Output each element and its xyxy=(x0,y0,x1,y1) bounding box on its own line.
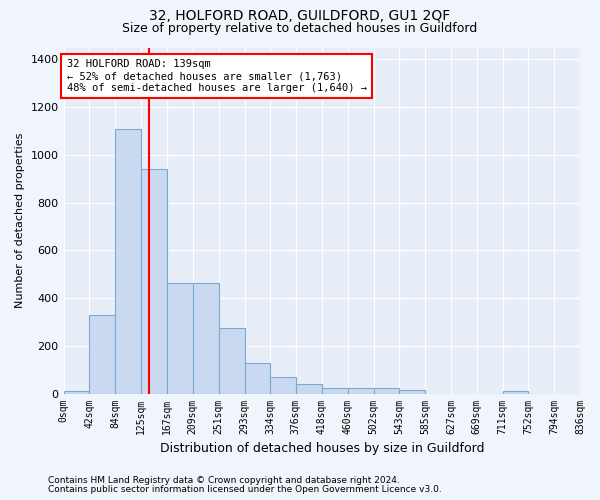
Y-axis label: Number of detached properties: Number of detached properties xyxy=(15,133,25,308)
Bar xyxy=(115,128,141,394)
Bar xyxy=(193,282,218,394)
Bar xyxy=(89,315,115,394)
Text: Contains HM Land Registry data © Crown copyright and database right 2024.: Contains HM Land Registry data © Crown c… xyxy=(48,476,400,485)
Bar xyxy=(245,362,270,394)
Bar xyxy=(322,388,348,394)
Bar xyxy=(270,377,296,394)
Text: 32 HOLFORD ROAD: 139sqm
← 52% of detached houses are smaller (1,763)
48% of semi: 32 HOLFORD ROAD: 139sqm ← 52% of detache… xyxy=(67,60,367,92)
Bar xyxy=(296,384,322,394)
Text: 32, HOLFORD ROAD, GUILDFORD, GU1 2QF: 32, HOLFORD ROAD, GUILDFORD, GU1 2QF xyxy=(149,9,451,23)
Bar xyxy=(141,169,167,394)
Bar xyxy=(503,391,528,394)
Bar xyxy=(64,391,89,394)
X-axis label: Distribution of detached houses by size in Guildford: Distribution of detached houses by size … xyxy=(160,442,484,455)
Text: Size of property relative to detached houses in Guildford: Size of property relative to detached ho… xyxy=(122,22,478,35)
Bar xyxy=(399,390,425,394)
Bar xyxy=(167,282,193,394)
Bar xyxy=(348,388,374,394)
Bar xyxy=(218,328,245,394)
Text: Contains public sector information licensed under the Open Government Licence v3: Contains public sector information licen… xyxy=(48,484,442,494)
Bar xyxy=(374,388,399,394)
